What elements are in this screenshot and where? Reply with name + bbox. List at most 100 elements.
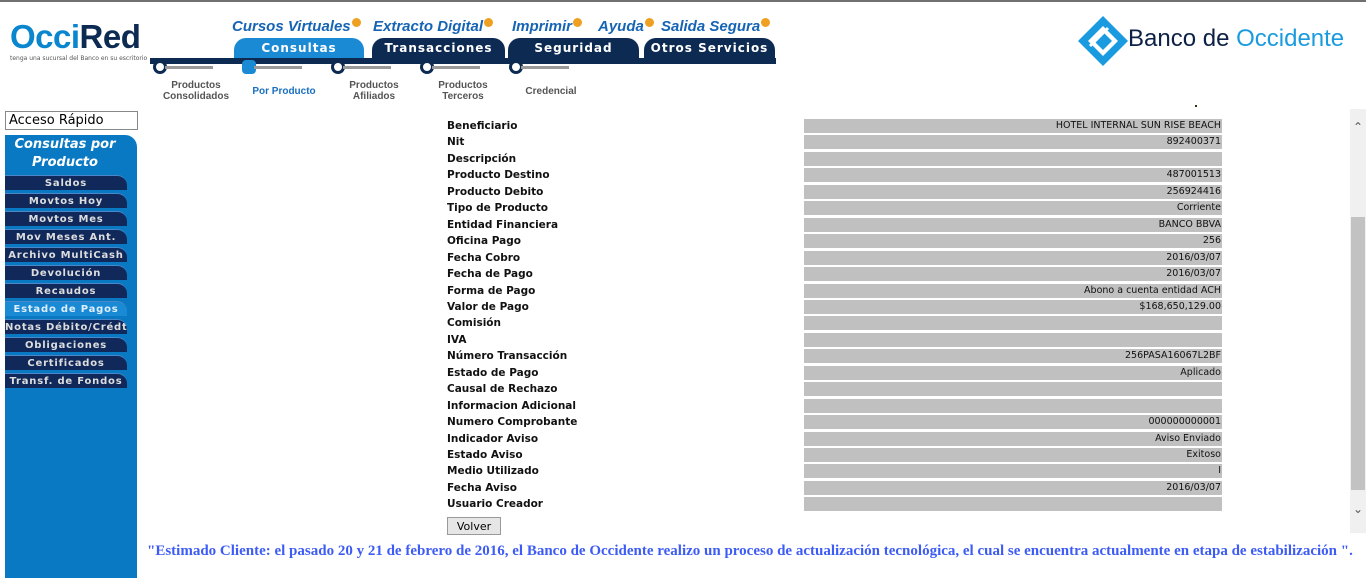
field-value: 256924416 <box>804 184 1222 199</box>
table-row: Tipo de Producto Corriente <box>447 201 1223 217</box>
table-row: IVA <box>447 332 1223 349</box>
table-row: Producto Debito 256924416 <box>447 184 1223 201</box>
field-label: Estado de Pago <box>447 366 539 379</box>
field-label: Beneficiario <box>447 120 518 132</box>
field-value <box>804 398 1222 413</box>
tab-0[interactable]: Consultas <box>234 38 364 58</box>
table-row: Producto Destino 487001513 <box>447 168 1223 184</box>
sidebar-item-4[interactable]: Archivo MultiCash <box>5 247 127 262</box>
field-label: Fecha de Pago <box>447 268 533 281</box>
logo-tagline: tenga una sucursal del Banco en su escri… <box>10 55 148 62</box>
top-link-4[interactable]: Salida Segura <box>661 18 771 35</box>
table-row: Fecha Cobro 2016/03/07 <box>447 250 1223 267</box>
table-row: Forma de Pago Abono a cuenta entidad ACH <box>447 283 1223 300</box>
top-link-0[interactable]: Cursos Virtuales <box>232 18 361 35</box>
table-row: Comisión <box>447 316 1223 332</box>
bank-diamond-icon <box>1078 16 1128 66</box>
table-row: Entidad Financiera BANCO BBVA <box>447 217 1223 234</box>
sidebar-item-6[interactable]: Recaudos <box>5 283 127 298</box>
sidebar-item-7[interactable]: Estado de Pagos <box>5 301 127 316</box>
field-label: Comisión <box>447 317 501 330</box>
sidebar-title: Consultas por Producto <box>14 137 116 170</box>
sidebar-item-11[interactable]: Transf. de Fondos <box>5 373 127 388</box>
tab-2[interactable]: Seguridad <box>508 38 639 58</box>
field-value: 2016/03/07 <box>804 250 1222 265</box>
bullet-icon <box>644 18 654 27</box>
field-value: Corriente <box>804 201 1222 216</box>
field-label: Oficina Pago <box>447 235 521 248</box>
tab-3[interactable]: Otros Servicios <box>644 38 775 58</box>
table-row: Usuario Creador <box>447 497 1223 513</box>
step-label[interactable]: Productos Terceros <box>438 80 488 102</box>
sidebar-item-3[interactable]: Mov Meses Ant. <box>5 229 127 244</box>
sidebar: Consultas por Producto Saldos Movtos Hoy M… <box>5 135 137 578</box>
field-label: Producto Debito <box>447 185 544 198</box>
table-row: Descripción <box>447 151 1223 168</box>
field-value: BANCO BBVA <box>804 217 1222 232</box>
sidebar-item-9[interactable]: Obligaciones <box>5 337 127 352</box>
sidebar-item-10[interactable]: Certificados <box>5 355 127 370</box>
field-value <box>804 151 1222 166</box>
field-value: 000000000001 <box>804 415 1222 430</box>
field-value <box>804 332 1222 347</box>
scroll-up-icon[interactable]: ⌃ <box>1352 120 1364 134</box>
table-row: Oficina Pago 256 <box>447 234 1223 250</box>
scroll-down-icon[interactable]: ⌄ <box>1352 502 1364 516</box>
sidebar-item-5[interactable]: Devolución <box>5 265 127 280</box>
field-label: Tipo de Producto <box>447 202 548 215</box>
step-label[interactable]: Credencial <box>525 86 577 97</box>
bullet-icon <box>351 18 361 27</box>
field-value: I <box>804 464 1222 479</box>
field-label: Numero Comprobante <box>447 416 578 429</box>
step-label[interactable]: Productos Afiliados <box>349 80 399 102</box>
step-line <box>343 66 391 69</box>
field-value: 256PASA16067L2BF <box>804 349 1222 364</box>
sidebar-item-8[interactable]: Notas Débito/Crédto <box>5 319 127 334</box>
field-value: HOTEL INTERNAL SUN RISE BEACH <box>804 119 1222 133</box>
bullet-icon <box>484 18 494 27</box>
table-row: Número Transacción 256PASA16067L2BF <box>447 349 1223 365</box>
field-label: Fecha Aviso <box>447 481 517 494</box>
field-value: Exitoso <box>804 448 1222 462</box>
step-label[interactable]: Productos Consolidados <box>162 80 230 102</box>
table-row: Fecha de Pago 2016/03/07 <box>447 267 1223 283</box>
back-button[interactable]: Volver <box>447 517 501 535</box>
table-row: Estado Aviso Exitoso <box>447 448 1223 464</box>
field-label: Usuario Creador <box>447 498 543 511</box>
field-label: Descripción <box>447 152 517 165</box>
tab-1[interactable]: Transacciones <box>372 38 505 58</box>
field-value <box>804 382 1222 397</box>
field-value: $168,650,129.00 <box>804 299 1222 314</box>
field-value: 2016/03/07 <box>804 267 1222 282</box>
scrollbar-thumb[interactable] <box>1351 217 1365 490</box>
sidebar-item-1[interactable]: Movtos Hoy <box>5 193 127 208</box>
top-link-1[interactable]: Extracto Digital <box>373 18 494 35</box>
step-label[interactable]: Por Producto <box>252 86 316 97</box>
dot-mark <box>1195 105 1197 107</box>
field-label: Informacion Adicional <box>447 399 576 412</box>
field-value <box>804 497 1222 512</box>
field-value: 487001513 <box>804 168 1222 183</box>
field-label: Entidad Financiera <box>447 218 559 231</box>
field-label: Indicador Aviso <box>447 432 539 445</box>
field-label: Nit <box>447 136 465 149</box>
sidebar-item-2[interactable]: Movtos Mes <box>5 211 127 226</box>
field-value <box>804 316 1222 331</box>
field-label: Causal de Rechazo <box>447 383 558 396</box>
table-row: Indicador Aviso Aviso Enviado <box>447 431 1223 448</box>
table-row: Nit 892400371 <box>447 135 1223 151</box>
table-row: Estado de Pago Aplicado <box>447 365 1223 382</box>
step-line <box>254 66 302 69</box>
field-label: IVA <box>447 333 467 346</box>
nav-bar <box>150 58 776 64</box>
step-line <box>432 66 480 69</box>
bank-logo: Banco de Occidente <box>1076 14 1344 72</box>
field-value: Aviso Enviado <box>804 431 1222 446</box>
bullet-icon <box>573 18 583 27</box>
top-link-2[interactable]: Imprimir <box>512 18 583 35</box>
sidebar-item-0[interactable]: Saldos <box>5 175 127 190</box>
table-row: Fecha Aviso 2016/03/07 <box>447 480 1223 497</box>
top-link-3[interactable]: Ayuda <box>598 18 654 35</box>
quick-access-select[interactable]: Acceso Rápido <box>5 111 138 130</box>
field-value: 256 <box>804 234 1222 249</box>
